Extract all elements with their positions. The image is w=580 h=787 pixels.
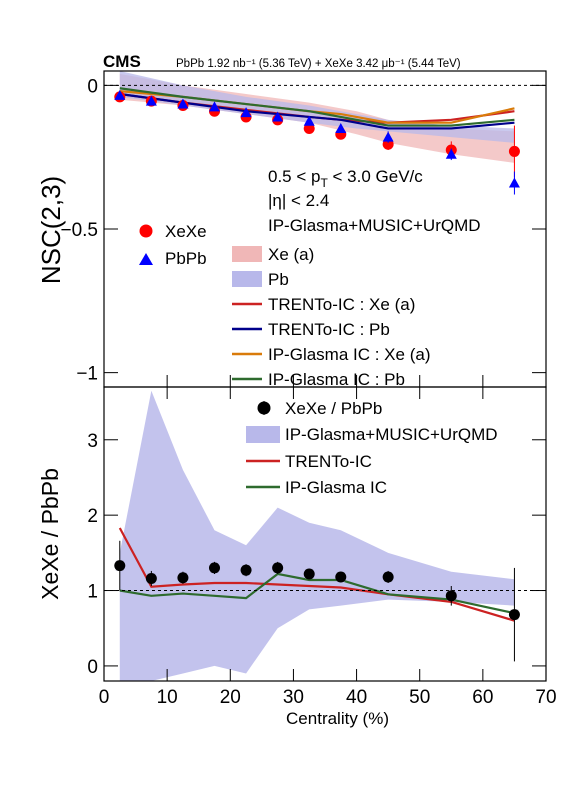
x-tick-label: 30 xyxy=(283,687,304,708)
pbpb-point xyxy=(240,107,252,118)
pbpb-point xyxy=(114,89,126,100)
top-y-axis-label: NSC(2,3) xyxy=(36,176,66,284)
xexe-legend-marker xyxy=(139,224,153,238)
pbpb-point xyxy=(335,122,347,133)
top-panel: 0 −0.5 −1 NSC(2,3) 0.5 < pT < 3.0 GeV/c |η… xyxy=(36,70,547,389)
pbpb-point xyxy=(303,115,315,126)
x-tick-label: 10 xyxy=(157,687,178,708)
model-band-legend-label: IP-Glasma+MUSIC+UrQMD xyxy=(285,425,498,444)
ratio-point xyxy=(335,571,347,583)
xe-band-legend-label: Xe (a) xyxy=(268,245,314,264)
ipglasma-legend-label: IP-Glasma IC xyxy=(285,478,387,497)
eta-range-annotation: |η| < 2.4 xyxy=(268,191,329,210)
ratio-point xyxy=(445,590,457,602)
model-band xyxy=(119,390,515,681)
xexe-point xyxy=(508,145,520,157)
x-tick-label: 20 xyxy=(220,687,241,708)
bottom-y-tick-label: 2 xyxy=(87,506,98,527)
ipglasma-xe-legend-label: IP-Glasma IC : Xe (a) xyxy=(268,345,430,364)
ratio-point xyxy=(240,564,252,576)
pt-range-annotation: 0.5 < pT < 3.0 GeV/c xyxy=(268,167,423,190)
ip-glasma-ic-pb-line xyxy=(119,87,515,127)
x-tick-label: 50 xyxy=(409,687,430,708)
luminosity-label: PbPb 1.92 nb⁻¹ (5.36 TeV) + XeXe 3.42 μb… xyxy=(176,58,461,70)
pbpb-legend-marker xyxy=(139,253,153,265)
top-annotations: 0.5 < pT < 3.0 GeV/c |η| < 2.4 IP-Glasma… xyxy=(268,167,481,235)
ratio-point xyxy=(114,560,126,572)
bottom-y-tick-label: 0 xyxy=(87,657,98,678)
model-annotation: IP-Glasma+MUSIC+UrQMD xyxy=(268,216,481,235)
ratio-point xyxy=(382,571,394,583)
trento-ic-pb-line xyxy=(119,92,515,130)
bottom-y-axis-label: XeXe / PbPb xyxy=(37,468,63,600)
pbpb-point xyxy=(145,95,157,106)
top-legend-right: Xe (a) Pb TRENTo-IC : Xe (a) TRENTo-IC :… xyxy=(232,245,430,389)
xexe-legend-label: XeXe xyxy=(165,222,207,241)
ratio-point xyxy=(303,568,315,580)
model-band-legend-swatch xyxy=(246,426,280,443)
top-legend-left: XeXe PbPb xyxy=(139,222,207,268)
top-y-tick-label: 0 xyxy=(87,76,98,97)
pbpb-legend-label: PbPb xyxy=(165,249,207,268)
pbpb-point xyxy=(177,98,189,109)
bottom-legend: XeXe / PbPb IP-Glasma+MUSIC+UrQMD TRENTo… xyxy=(246,399,498,497)
ratio-point xyxy=(145,572,157,584)
bottom-y-tick-label: 3 xyxy=(87,431,98,452)
bottom-panel: 0 1 2 3 0 10 20 30 40 50 60 70 XeXe / PbPb Central… xyxy=(37,386,557,728)
top-y-tick-label: −0.5 xyxy=(60,220,98,241)
pbpb-point xyxy=(445,148,457,159)
pbpb-point xyxy=(508,177,520,188)
pbpb-point xyxy=(272,111,284,122)
bottom-plot-frame xyxy=(103,386,547,682)
bottom-y-tick-label: 1 xyxy=(87,582,98,603)
pbpb-point xyxy=(209,101,220,112)
trento-pb-legend-label: TRENTo-IC : Pb xyxy=(268,320,390,339)
trento-xe-legend-label: TRENTo-IC : Xe (a) xyxy=(268,295,415,314)
ipglasma-pb-legend-label: IP-Glasma IC : Pb xyxy=(268,370,405,389)
pbpb-point xyxy=(382,131,394,142)
x-tick-label: 0 xyxy=(99,687,110,708)
experiment-label: CMS xyxy=(103,52,141,71)
ratio-point xyxy=(209,562,220,574)
x-tick-label: 70 xyxy=(535,687,556,708)
x-axis-label: Centrality (%) xyxy=(286,709,389,728)
xe-band-legend-swatch xyxy=(232,246,262,262)
ratio-point xyxy=(177,572,189,584)
x-tick-label: 60 xyxy=(472,687,493,708)
ratio-legend-label: XeXe / PbPb xyxy=(285,399,382,418)
x-tick-label: 40 xyxy=(346,687,367,708)
trento-legend-label: TRENTo-IC xyxy=(285,452,372,471)
ratio-point xyxy=(508,609,520,621)
top-y-tick-label: −1 xyxy=(76,364,98,385)
pb-band-legend-swatch xyxy=(232,271,262,287)
pb-band-legend-label: Pb xyxy=(268,270,289,289)
ratio-point xyxy=(272,562,284,574)
